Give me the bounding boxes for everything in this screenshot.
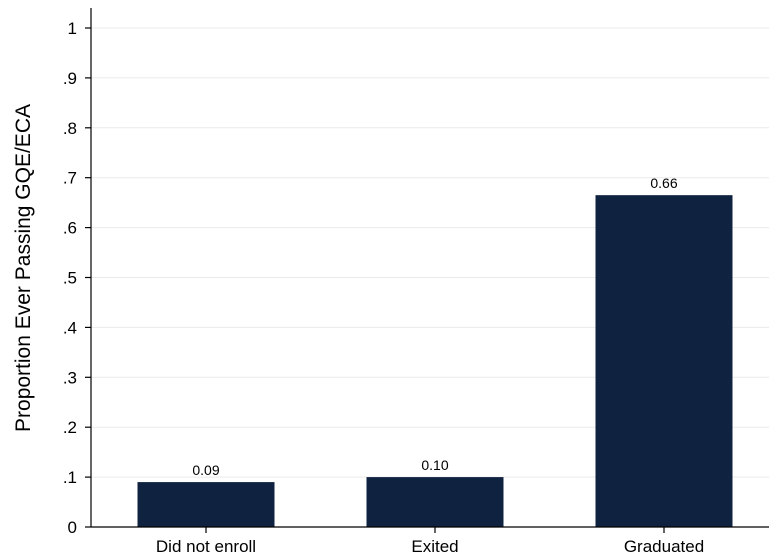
y-axis-title: Proportion Ever Passing GQE/ECA [12, 104, 35, 432]
bars [137, 195, 733, 528]
bar-value-label: 0.10 [421, 457, 448, 473]
y-tick-label: .3 [63, 368, 77, 387]
bar [595, 195, 733, 528]
y-tick-label: 0 [68, 518, 77, 537]
y-tick-label: .9 [63, 69, 77, 88]
y-tick-label: .6 [63, 219, 77, 238]
y-tick-label: .5 [63, 269, 77, 288]
y-tick-label: .1 [63, 468, 77, 487]
y-tick-label: .8 [63, 119, 77, 138]
x-category-label: Exited [411, 537, 458, 556]
y-tick-label: .7 [63, 169, 77, 188]
labels: 0 .1 .2 .3 .4 .5 .6 .7 .8 .9 1 0.09 Did not enroll 0.… [63, 19, 704, 556]
x-category-label: Did not enroll [156, 537, 256, 556]
bar-value-label: 0.09 [192, 462, 219, 478]
bar [366, 477, 504, 527]
y-tick-label: .2 [63, 418, 77, 437]
y-tick-label: 1 [68, 19, 77, 38]
x-category-label: Graduated [624, 537, 704, 556]
bar-value-label: 0.66 [650, 175, 677, 191]
y-tick-label: .4 [63, 318, 77, 337]
axes [90, 8, 769, 528]
bar [137, 482, 275, 527]
gridlines [91, 27, 769, 478]
